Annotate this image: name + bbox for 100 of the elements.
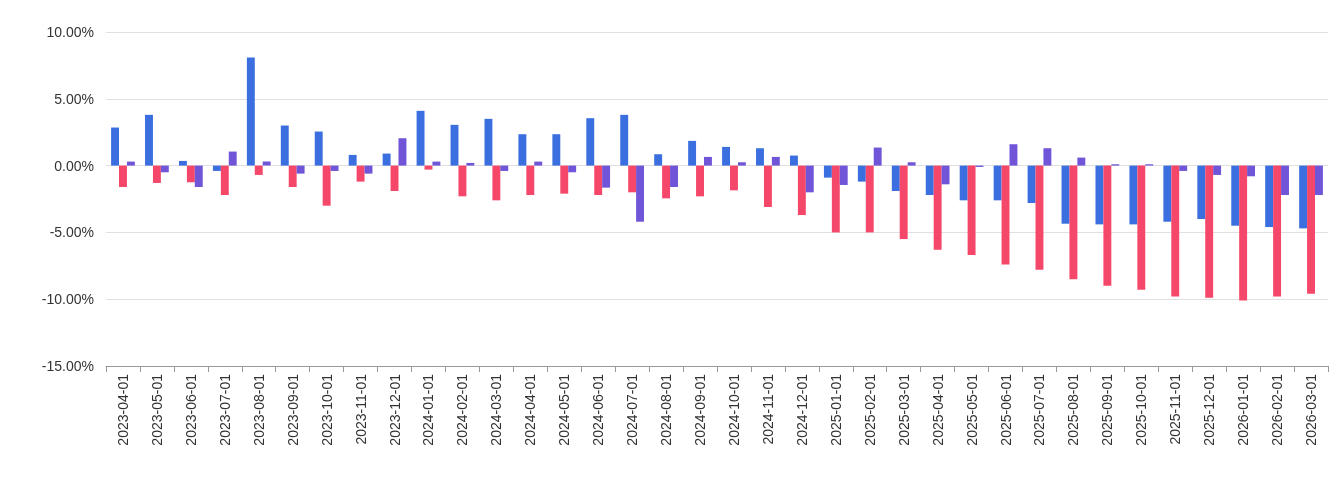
bar xyxy=(178,160,187,166)
x-tick-label: 2023-07-01 xyxy=(216,373,233,446)
bar xyxy=(1129,165,1138,225)
bar xyxy=(620,114,629,166)
x-tick-label: 2025-08-01 xyxy=(1065,373,1082,446)
bar xyxy=(111,127,120,166)
bar xyxy=(1009,144,1018,166)
bar xyxy=(552,134,561,166)
x-tick-label: 2023-10-01 xyxy=(318,373,335,446)
x-tick-label: 2025-12-01 xyxy=(1201,373,1218,446)
bar xyxy=(670,165,678,187)
x-tick-label: 2024-09-01 xyxy=(692,373,709,446)
bar xyxy=(322,165,331,206)
x-tick-label: 2025-02-01 xyxy=(861,373,878,446)
bar xyxy=(839,165,848,185)
bar xyxy=(662,165,671,199)
y-tick-label: 10.00% xyxy=(46,24,94,40)
x-tick-label: 2024-10-01 xyxy=(725,373,742,446)
bar xyxy=(1213,165,1222,175)
bar xyxy=(789,155,798,166)
bar xyxy=(1027,165,1036,204)
bar xyxy=(737,162,746,166)
bar xyxy=(1314,165,1323,195)
x-tick-label: 2025-10-01 xyxy=(1133,373,1150,446)
x-tick-label: 2024-08-01 xyxy=(658,373,675,446)
bar xyxy=(126,161,135,166)
bar xyxy=(160,165,169,173)
bar xyxy=(1197,165,1206,220)
bar xyxy=(865,165,874,233)
bar xyxy=(993,165,1002,201)
bar xyxy=(492,165,501,201)
bar xyxy=(703,156,712,166)
bar xyxy=(1307,165,1315,294)
bar xyxy=(246,57,255,166)
bar xyxy=(500,165,509,171)
bar xyxy=(348,154,357,166)
bar xyxy=(857,165,866,182)
bar xyxy=(1299,165,1308,229)
bar xyxy=(398,138,407,166)
x-tick-label: 2024-06-01 xyxy=(590,373,607,446)
bar xyxy=(152,165,161,183)
x-tick-label: 2023-08-01 xyxy=(250,373,267,446)
bar xyxy=(1163,165,1172,222)
x-tick-label: 2025-11-01 xyxy=(1167,373,1184,445)
x-tick-label: 2024-12-01 xyxy=(793,373,810,446)
bar xyxy=(925,165,934,195)
bar xyxy=(1179,165,1188,171)
bar xyxy=(696,165,704,197)
x-tick-label: 2023-09-01 xyxy=(284,373,301,446)
x-tick-label: 2023-11-01 xyxy=(352,373,369,445)
bar xyxy=(1247,165,1256,177)
bar xyxy=(1103,165,1112,286)
x-tick-label: 2024-02-01 xyxy=(454,373,471,446)
x-tick-label: 2023-06-01 xyxy=(182,373,199,446)
x-tick-label: 2025-01-01 xyxy=(827,373,844,446)
x-tick-label: 2026-01-01 xyxy=(1235,373,1252,446)
bar xyxy=(1231,165,1240,226)
bar xyxy=(280,125,289,166)
bar xyxy=(534,161,543,166)
bar xyxy=(891,165,900,191)
bar xyxy=(594,165,603,195)
bar xyxy=(654,154,663,166)
bar xyxy=(518,134,527,166)
bar xyxy=(722,146,731,166)
bar xyxy=(1273,165,1282,297)
bar xyxy=(526,165,535,195)
bar xyxy=(466,162,475,166)
bar xyxy=(805,165,814,193)
x-tick-label: 2023-05-01 xyxy=(148,373,165,446)
x-tick-label: 2026-02-01 xyxy=(1269,373,1286,446)
bar xyxy=(560,165,569,194)
x-tick-label: 2025-03-01 xyxy=(895,373,912,446)
bar xyxy=(145,114,153,166)
y-tick-label: -10.00% xyxy=(41,291,94,308)
bar xyxy=(1171,165,1180,297)
bar xyxy=(288,165,297,187)
bar xyxy=(628,165,637,193)
bar xyxy=(186,165,195,183)
bar xyxy=(1205,165,1214,298)
bar xyxy=(458,165,467,197)
bar xyxy=(636,165,645,222)
bar xyxy=(730,165,738,191)
x-tick-label: 2025-09-01 xyxy=(1099,373,1116,446)
y-tick-label: 0.00% xyxy=(54,157,94,174)
x-tick-label: 2025-06-01 xyxy=(997,373,1014,446)
x-tick-label: 2024-01-01 xyxy=(420,373,437,446)
bar xyxy=(586,118,595,166)
x-tick-label: 2025-07-01 xyxy=(1031,373,1048,446)
bar xyxy=(356,165,365,182)
bar xyxy=(941,165,950,185)
bar xyxy=(119,165,127,187)
bar xyxy=(933,165,942,250)
bar xyxy=(1137,165,1146,290)
bar xyxy=(212,165,221,171)
bar xyxy=(1095,165,1104,225)
bar xyxy=(967,165,976,256)
x-tick-label: 2026-03-01 xyxy=(1303,373,1320,446)
bar xyxy=(262,161,271,166)
bar xyxy=(416,110,425,166)
bar xyxy=(194,165,203,187)
